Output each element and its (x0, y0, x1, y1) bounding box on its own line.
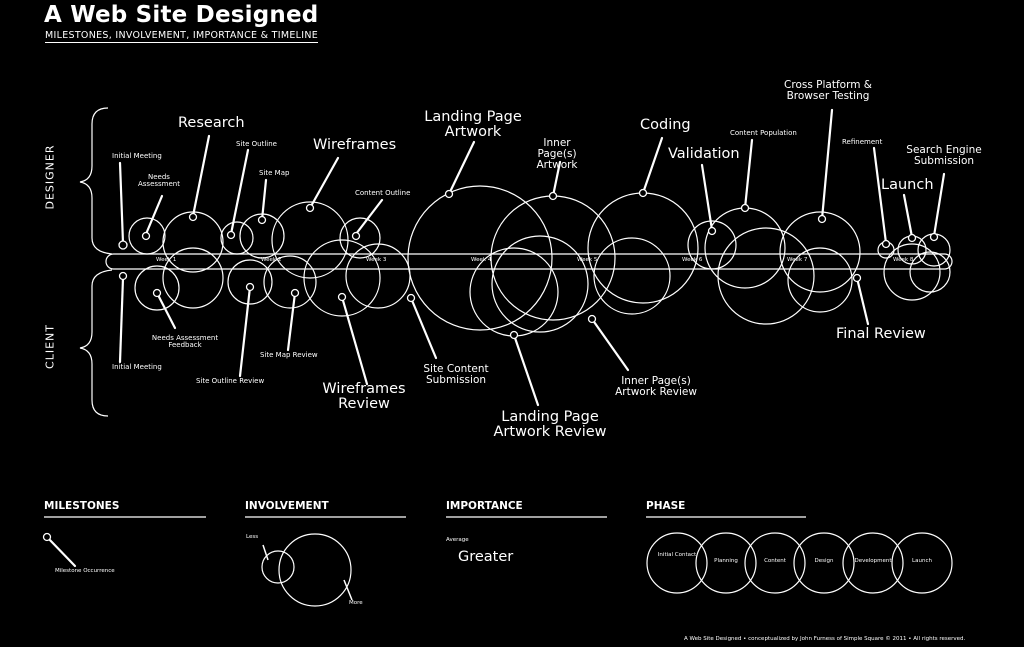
week-label: Week 8 (893, 257, 914, 263)
label-client-landing-review: Landing Page Artwork Review (493, 409, 607, 441)
circle-coding (587, 192, 699, 304)
label-content-population: Content Population (730, 129, 797, 137)
circle-site-outline (220, 221, 254, 255)
label-client-site-outline-review: Site Outline Review (196, 377, 265, 385)
circle-client-coding (593, 237, 671, 315)
circle-client-outline (227, 259, 273, 305)
phase-design: Design (814, 558, 834, 564)
label-landing-page-artwork: Landing Page Artwork (424, 109, 522, 141)
label-search-engine: Search Engine Submission (906, 144, 982, 168)
legend-phase-heading: PHASE (646, 500, 686, 512)
label-site-map: Site Map (259, 169, 290, 177)
label-refinement: Refinement (842, 138, 883, 146)
phase-planning: Planning (714, 558, 738, 564)
phase-initial-contact: Initial Contact (657, 552, 697, 558)
circle-client-needs (134, 265, 180, 311)
label-client-inner-review: Inner Page(s) Artwork Review (615, 375, 697, 399)
circle-landing (407, 185, 553, 331)
label-client-initial-meeting: Initial Meeting (112, 363, 162, 371)
phase-development: Development (854, 558, 892, 564)
legend-involvement-less-label: Less (246, 534, 259, 540)
label-content-outline: Content Outline (355, 189, 411, 197)
circle-client-pop (717, 227, 815, 325)
week-label: Week 3 (366, 257, 387, 263)
label-inner-pages-artwork: Inner Page(s) Artwork (536, 137, 578, 172)
week-label: Week 2 (261, 257, 282, 263)
credit-line: A Web Site Designed • conceptualized by … (684, 636, 966, 642)
label-wireframes: Wireframes (313, 137, 397, 153)
week-label: Week 6 (682, 257, 703, 263)
page-subtitle: MILESTONES, INVOLVEMENT, IMPORTANCE & TI… (45, 30, 319, 43)
label-launch: Launch (881, 177, 934, 193)
circle-client-testing (787, 247, 853, 313)
circle-content-pop (704, 207, 786, 289)
circle-testing (779, 211, 861, 293)
label-client-site-content: Site Content Submission (423, 363, 489, 387)
legend-involvement-less (261, 550, 295, 584)
circle-client-final (883, 243, 941, 301)
legend-involvement-more (278, 533, 352, 607)
legend-importance-heading: IMPORTANCE (446, 500, 523, 512)
circle-client-final2 (909, 251, 951, 293)
circle-content-outline (339, 217, 381, 259)
legend-importance-average: Average (446, 537, 469, 543)
week-label: Week 5 (577, 257, 598, 263)
label-client-final-review: Final Review (836, 326, 926, 342)
circle-client-inner (491, 235, 589, 333)
designer-brace (79, 107, 113, 255)
legend-involvement-more-label: More (349, 600, 363, 606)
label-initial-meeting: Initial Meeting (112, 152, 162, 160)
label-site-outline: Site Outline (236, 140, 277, 148)
label-coding: Coding (640, 117, 691, 133)
label-validation: Validation (668, 146, 740, 162)
label-needs-assessment: Needs Assessment (138, 173, 180, 189)
label-cross-platform: Cross Platform & Browser Testing (784, 79, 872, 103)
circle-needs (128, 217, 166, 255)
legend-importance-greater: Greater (458, 549, 514, 565)
phase-launch: Launch (912, 558, 932, 564)
label-client-needs-feedback: Needs Assessment Feedback (151, 334, 219, 350)
client-brace (79, 269, 113, 417)
week-label: Week 4 (471, 257, 492, 263)
phase-content: Content (764, 558, 786, 564)
legend-involvement-heading: INVOLVEMENT (245, 500, 329, 512)
page-title: A Web Site Designed (44, 2, 319, 28)
label-client-wireframes-review: Wireframes Review (322, 381, 406, 413)
circle-validation (687, 220, 737, 270)
week-label: Week 1 (156, 257, 177, 263)
circle-client-wireframes (303, 239, 381, 317)
label-research: Research (178, 115, 245, 131)
circle-client-content (345, 243, 411, 309)
circle-client-sitemap (263, 255, 317, 309)
legend-milestones-heading: MILESTONES (44, 500, 120, 512)
circle-client-research (162, 247, 224, 309)
week-label: Week 7 (787, 257, 808, 263)
timeline-bar (105, 253, 953, 270)
legend-milestone-occurrence: Milestone Occurrence (55, 568, 115, 574)
label-client-site-map-review: Site Map Review (260, 351, 318, 359)
